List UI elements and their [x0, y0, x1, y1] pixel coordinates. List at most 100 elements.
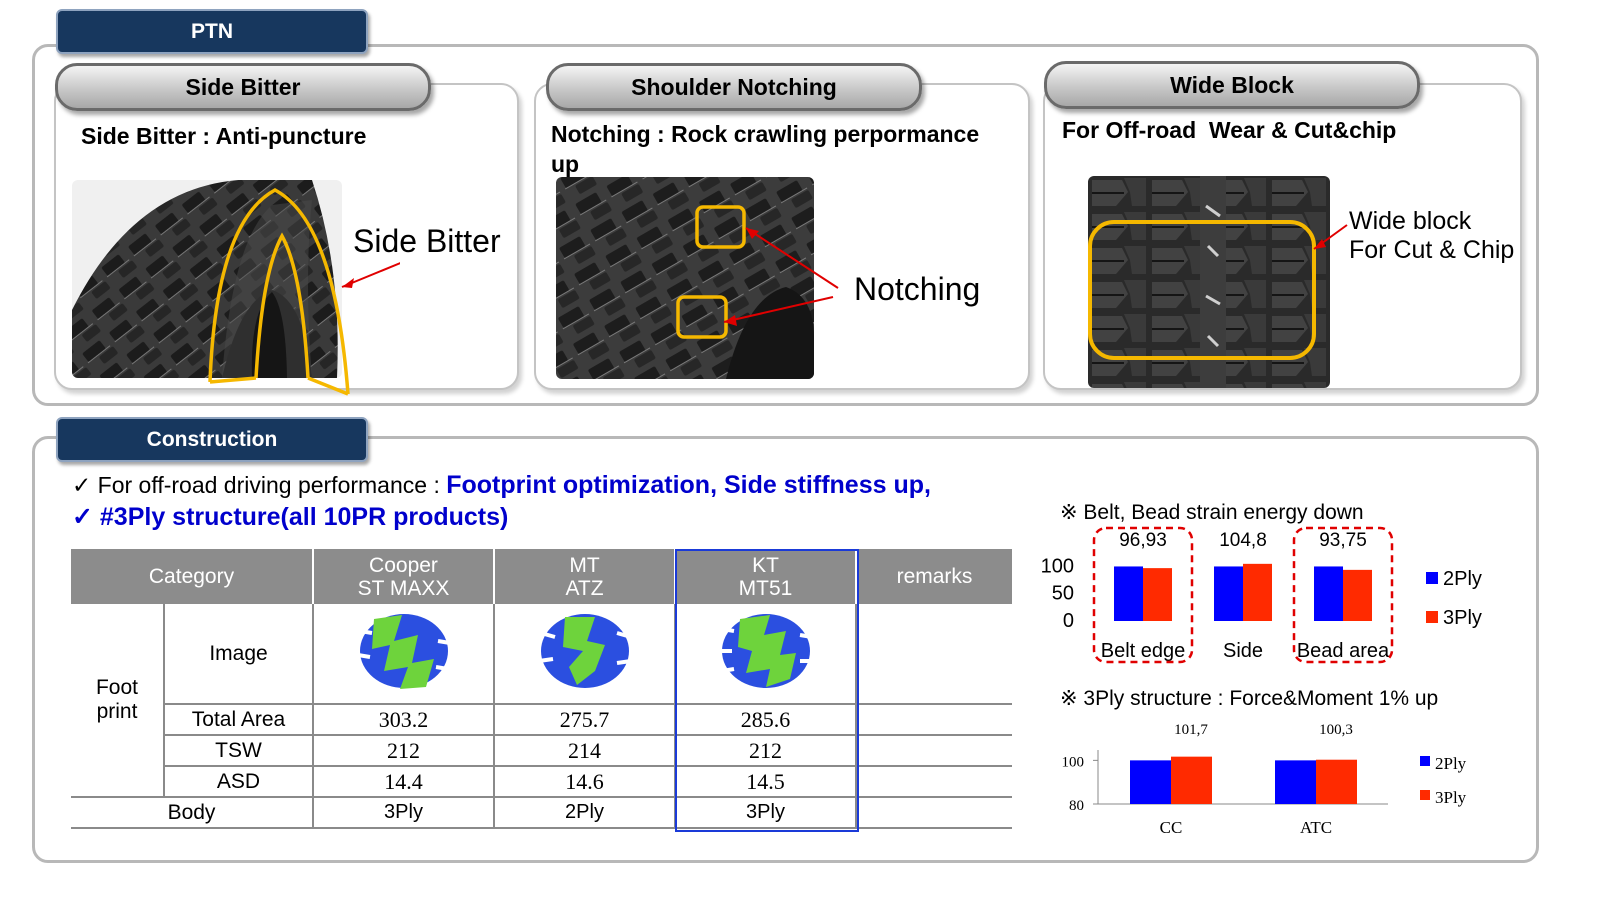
legend-swatch-3ply	[1420, 790, 1430, 800]
header-product-2: MT ATZ	[493, 549, 675, 604]
legend-label: 2Ply	[1443, 568, 1482, 590]
side-bitter-callout-shape	[208, 188, 400, 396]
footprint-image-2	[493, 604, 675, 705]
bar-3ply	[1343, 569, 1372, 621]
highlight-box	[1292, 526, 1394, 664]
y-tick-label: 80	[1069, 798, 1084, 814]
wide-block-pill-label: Wide Block	[1170, 71, 1294, 98]
legend-label: 2Ply	[1435, 754, 1467, 773]
side-bitter-pill: Side Bitter	[55, 63, 431, 111]
cell-value: 275.7	[493, 704, 675, 736]
bullet-1-prefix: For off-road driving performance :	[97, 472, 440, 498]
x-category-label: Side	[1223, 640, 1263, 662]
x-category-label: CC	[1160, 818, 1183, 837]
table-row: Foot print Image	[71, 604, 1012, 798]
row-label-total-area: Total Area	[163, 704, 313, 736]
cell-value: 3Ply	[312, 797, 494, 829]
bar-2ply	[1314, 566, 1343, 621]
bar-2ply	[1275, 760, 1316, 804]
row-label-tsw: TSW	[163, 735, 313, 767]
bullet-line-2: ✓ #3Ply structure(all 10PR products)	[72, 502, 508, 532]
wide-block-tire-photo	[1088, 176, 1330, 388]
remarks-cell	[855, 704, 1012, 736]
shoulder-notching-tire-photo	[556, 177, 814, 379]
cell-value: 14.4	[312, 766, 494, 798]
construction-tab: Construction	[56, 417, 368, 462]
chart2-title: ※ 3Ply structure : Force&Moment 1% up	[1060, 687, 1439, 710]
wide-block-title: For Off-road Wear & Cut&chip	[1062, 117, 1397, 143]
x-category-label: Bead area	[1297, 640, 1390, 662]
legend-swatch-2ply	[1420, 756, 1430, 766]
data-label: 100,3	[1319, 722, 1353, 738]
remarks-cell	[855, 735, 1012, 767]
cell-value: 212	[674, 735, 856, 767]
row-label-body: Body	[71, 797, 313, 829]
footprint-icon	[719, 613, 812, 688]
footprint-image-1	[312, 604, 494, 705]
table-header-row: Category Cooper ST MAXX MT ATZ KT MT51 rema…	[71, 549, 1012, 604]
checkmark-icon: ✓	[72, 472, 92, 498]
header-product-3: KT MT51	[674, 549, 856, 604]
legend-label: 3Ply	[1435, 788, 1467, 807]
shoulder-notching-pill: Shoulder Notching	[546, 63, 922, 111]
header-product-1: Cooper ST MAXX	[312, 549, 494, 604]
cell-value: 285.6	[674, 704, 856, 736]
row-label-asd: ASD	[163, 766, 313, 798]
ptn-tab: PTN	[56, 9, 368, 54]
checkmark-icon: ✓	[72, 503, 93, 531]
wide-block-callout-line2: For Cut & Chip	[1349, 236, 1515, 264]
bar-3ply	[1171, 756, 1212, 804]
x-category-label: ATC	[1300, 818, 1332, 837]
footprint-icon	[538, 613, 632, 688]
footprint-group-label: Foot print	[71, 604, 164, 798]
bar-3ply	[1243, 563, 1272, 621]
side-bitter-callout: Side Bitter	[353, 223, 501, 259]
table-row: ASD 14.4 14.6 14.5	[71, 766, 1012, 798]
footprint-image-3	[674, 604, 856, 705]
cell-value: 212	[312, 735, 494, 767]
side-bitter-title: Side Bitter : Anti-puncture	[81, 123, 367, 149]
y-tick-label: 100	[1041, 555, 1074, 577]
remarks-cell	[855, 766, 1012, 798]
header-category: Category	[71, 549, 313, 604]
table-row: Total Area 303.2 275.7 285.6	[71, 704, 1012, 736]
construction-tab-label: Construction	[146, 427, 278, 451]
bullet-line-1: ✓ For off-road driving performance : Foo…	[72, 471, 931, 500]
wide-block-callout-shape	[1088, 220, 1348, 360]
bar-2ply	[1130, 760, 1171, 804]
ptn-tab-label: PTN	[191, 19, 233, 43]
chart1-title: ※ Belt, Bead strain energy down	[1060, 501, 1364, 524]
shoulder-notching-title: Notching : Rock crawling perpormance up	[551, 121, 980, 177]
comparison-table: Category Cooper ST MAXX MT ATZ KT MT51 rema…	[71, 549, 1012, 829]
header-remarks: remarks	[855, 549, 1012, 604]
bullet-1-highlight: Footprint optimization, Side stiffness u…	[446, 471, 931, 499]
legend-swatch-3ply	[1426, 611, 1438, 623]
cell-value: 14.6	[493, 766, 675, 798]
chart1-strain-energy: 100 50 0 Belt edge 96,93 Side 104,8 Bead area 93…	[1041, 526, 1482, 664]
bar-2ply	[1214, 566, 1243, 621]
wide-block-pill: Wide Block	[1044, 61, 1420, 109]
legend-label: 3Ply	[1443, 607, 1482, 629]
wide-block-callout-line1: Wide block	[1349, 207, 1472, 235]
bullet-2-highlight: #3Ply structure(all 10PR products)	[99, 503, 509, 531]
bar-3ply	[1143, 568, 1172, 621]
data-label: 96,93	[1119, 530, 1167, 551]
data-label: 93,75	[1319, 530, 1367, 551]
cell-value: 3Ply	[674, 797, 856, 829]
y-tick-label: 50	[1052, 583, 1074, 605]
chart2-force-moment: 100 80 CC 101,7 ATC 100,3 2Ply 3Ply	[1062, 722, 1467, 837]
table-row: TSW 212 214 212	[71, 735, 1012, 767]
data-label: 101,7	[1174, 722, 1208, 738]
data-label: 104,8	[1219, 530, 1267, 551]
legend-swatch-2ply	[1426, 572, 1438, 584]
y-tick-label: 100	[1062, 754, 1085, 770]
y-tick-label: 0	[1063, 610, 1074, 632]
highlight-box	[1092, 526, 1194, 664]
row-label-image: Image	[163, 604, 313, 705]
remarks-cell	[855, 604, 1012, 705]
footprint-icon	[357, 613, 450, 689]
x-category-label: Belt edge	[1101, 640, 1186, 662]
bar-3ply	[1316, 759, 1357, 804]
cell-value: 214	[493, 735, 675, 767]
shoulder-notching-pill-label: Shoulder Notching	[631, 73, 837, 100]
